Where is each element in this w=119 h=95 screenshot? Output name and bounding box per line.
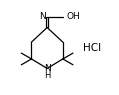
Text: H: H — [44, 71, 50, 80]
Text: N: N — [44, 64, 51, 73]
Text: N: N — [39, 12, 46, 21]
Text: HCl: HCl — [83, 43, 101, 53]
Text: OH: OH — [67, 12, 81, 21]
